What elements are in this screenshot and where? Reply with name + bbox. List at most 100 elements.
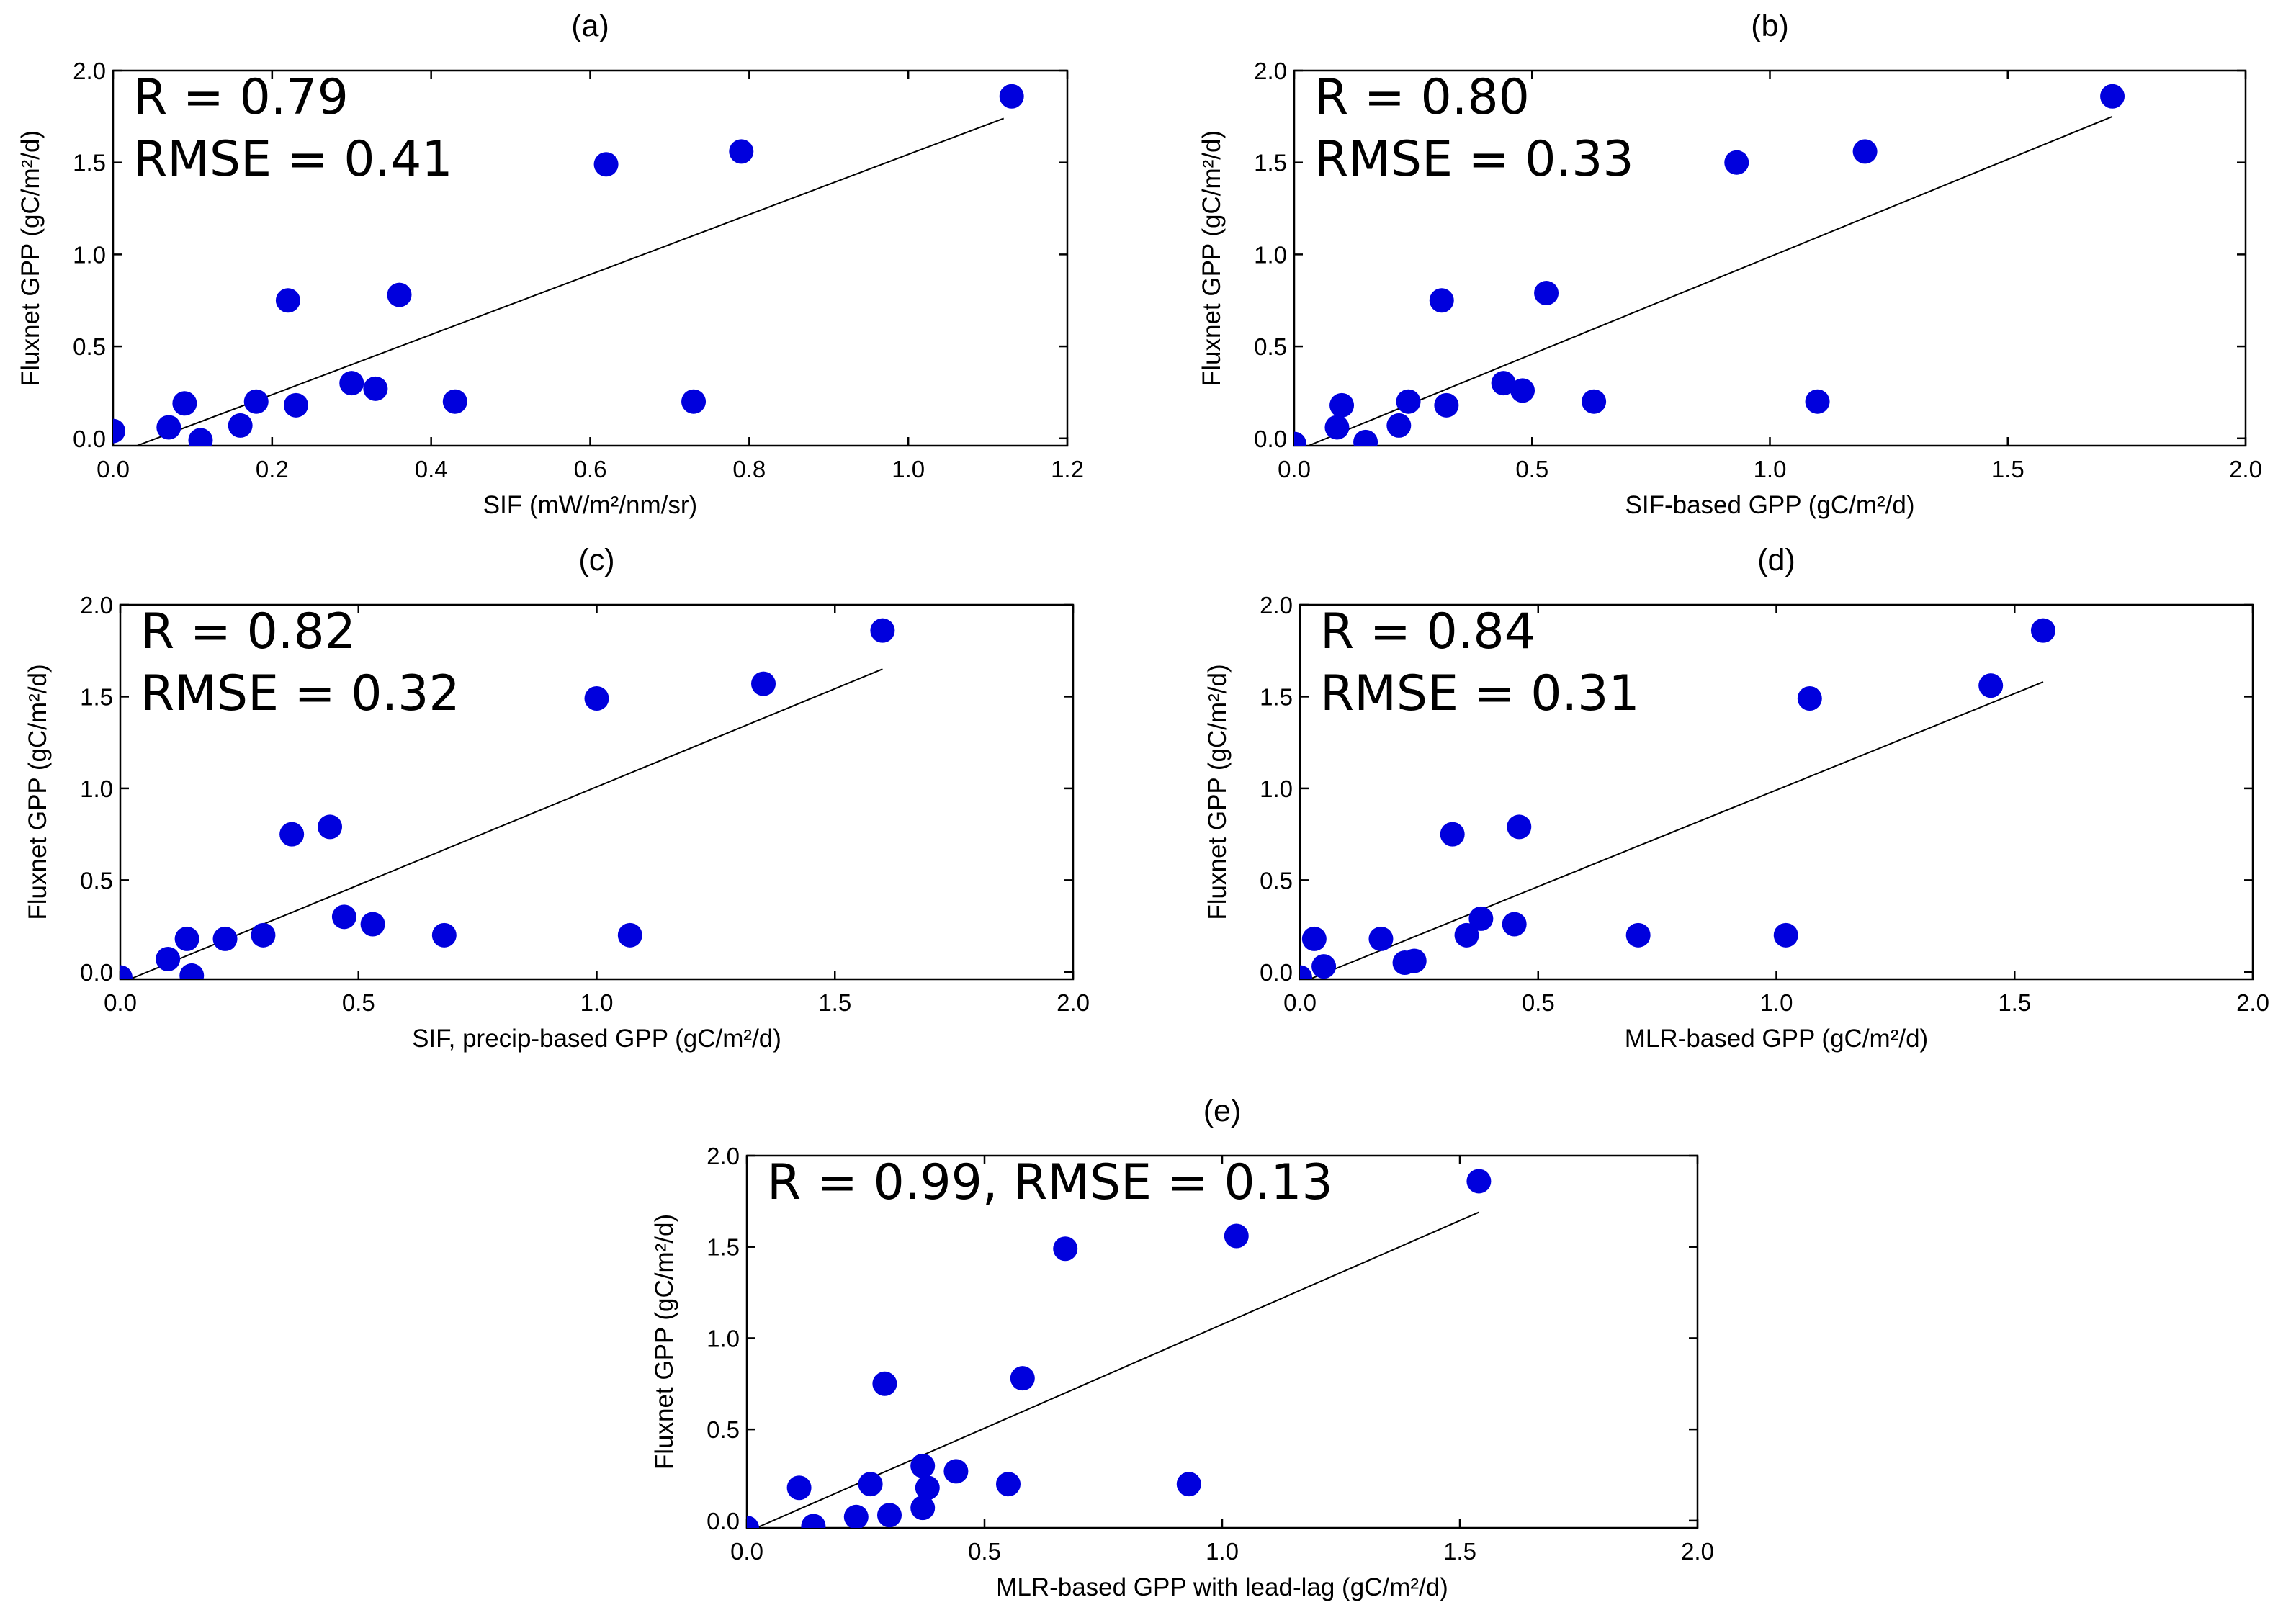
x-tick-label: 0.5 xyxy=(1515,456,1548,482)
x-tick-label: 0.4 xyxy=(415,456,448,482)
data-point xyxy=(1440,822,1465,847)
x-tick-label: 1.0 xyxy=(1206,1538,1239,1565)
x-tick-label: 0.0 xyxy=(730,1538,763,1565)
data-point xyxy=(877,1503,902,1528)
data-point xyxy=(156,415,181,440)
data-point xyxy=(1797,686,1822,711)
y-tick-label: 0.0 xyxy=(707,1508,740,1534)
data-point xyxy=(331,904,356,930)
scatter-panel-4: (d) 0.0 0.5 1.0 1.5 2.0 0.0 0.5 1.0 1.5 2.0 MLR-bas… xyxy=(1203,543,2269,1053)
x-tick-label: 0.0 xyxy=(1278,456,1311,482)
x-tick-label: 0.5 xyxy=(968,1538,1001,1565)
panel-title: (d) xyxy=(1757,543,1795,577)
y-axis-label: Fluxnet GPP (gC/m²/d) xyxy=(650,1214,678,1470)
data-point xyxy=(1329,392,1355,418)
stat-annotation: R = 0.80 xyxy=(1314,69,1530,126)
data-point xyxy=(1294,431,1306,446)
stat-annotation: RMSE = 0.32 xyxy=(140,665,460,722)
scatter-panel-5: (e) 0.0 0.5 1.0 1.5 2.0 0.0 0.5 1.0 1.5 2.0 MLR-bas… xyxy=(650,1094,1714,1601)
x-tick-label: 2.0 xyxy=(1681,1538,1714,1565)
stat-annotation: R = 0.99, RMSE = 0.13 xyxy=(767,1154,1333,1211)
y-tick-label: 0.5 xyxy=(1260,867,1293,894)
data-points xyxy=(120,618,895,979)
data-point xyxy=(387,282,412,307)
x-axis-label: SIF, precip-based GPP (gC/m²/d) xyxy=(412,1025,781,1053)
data-point xyxy=(156,946,181,971)
data-point xyxy=(275,288,300,313)
stat-annotation: RMSE = 0.41 xyxy=(133,131,453,188)
data-point xyxy=(870,618,895,643)
x-tick-label: 1.0 xyxy=(1760,989,1793,1016)
y-tick-label: 0.0 xyxy=(1254,426,1287,452)
data-point xyxy=(360,912,385,937)
y-tick-label: 1.5 xyxy=(707,1234,740,1261)
data-point xyxy=(1805,389,1830,414)
data-point xyxy=(1454,922,1479,948)
data-point xyxy=(1402,948,1427,973)
x-axis-label: SIF (mW/m²/nm/sr) xyxy=(483,491,697,519)
data-point xyxy=(751,671,776,696)
y-tick-label: 1.5 xyxy=(73,150,106,176)
data-point xyxy=(1466,1169,1492,1194)
data-point xyxy=(1176,1472,1201,1497)
data-point xyxy=(1502,912,1527,937)
y-tick-label: 0.0 xyxy=(1260,959,1293,986)
data-points xyxy=(1300,618,2055,979)
data-point xyxy=(1978,673,2004,698)
y-tick-label: 1.5 xyxy=(1260,683,1293,710)
regression-line xyxy=(1308,115,2113,446)
data-point xyxy=(1582,389,1607,414)
x-tick-label: 1.5 xyxy=(1998,989,2031,1016)
y-tick-label: 0.0 xyxy=(73,426,106,452)
data-point xyxy=(431,922,457,948)
y-axis-label: Fluxnet GPP (gC/m²/d) xyxy=(1203,664,1232,919)
data-point xyxy=(212,926,238,951)
y-tick-label: 2.0 xyxy=(1254,58,1287,84)
x-tick-label: 2.0 xyxy=(1057,989,1090,1016)
data-points xyxy=(747,1169,1492,1528)
x-tick-label: 1.0 xyxy=(892,456,925,482)
data-point xyxy=(251,922,276,948)
x-tick-label: 2.0 xyxy=(2229,456,2262,482)
plot-frame xyxy=(1293,69,2247,447)
y-tick-label: 1.0 xyxy=(80,775,113,802)
y-tick-label: 0.5 xyxy=(707,1416,740,1443)
data-point xyxy=(843,1504,869,1528)
x-tick-label: 0.0 xyxy=(97,456,130,482)
y-tick-label: 0.0 xyxy=(80,959,113,986)
x-tick-label: 0.0 xyxy=(104,989,137,1016)
x-axis-label: MLR-based GPP with lead-lag (gC/m²/d) xyxy=(996,1573,1448,1601)
data-point xyxy=(228,413,253,438)
y-axis-label: Fluxnet GPP (gC/m²/d) xyxy=(24,664,52,919)
data-point xyxy=(1224,1223,1249,1249)
data-point xyxy=(1625,922,1651,948)
data-point xyxy=(1507,814,1532,840)
data-point xyxy=(593,152,619,177)
y-axis-label: Fluxnet GPP (gC/m²/d) xyxy=(17,130,45,386)
data-point xyxy=(915,1475,940,1501)
panel-title: (e) xyxy=(1203,1094,1242,1128)
data-point xyxy=(729,139,754,164)
regression-line xyxy=(136,117,1005,446)
data-point xyxy=(279,822,305,847)
data-point xyxy=(999,84,1024,109)
data-point xyxy=(584,686,609,711)
data-point xyxy=(1053,1236,1078,1262)
data-point xyxy=(1396,389,1421,414)
data-point xyxy=(283,392,308,418)
data-point xyxy=(910,1453,936,1478)
y-axis-label: Fluxnet GPP (gC/m²/d) xyxy=(1198,130,1226,386)
x-tick-label: 0.6 xyxy=(574,456,607,482)
data-point xyxy=(872,1371,897,1396)
data-points xyxy=(113,84,1024,446)
data-point xyxy=(1534,281,1559,306)
scatter-panel-3: (c) 0.0 0.5 1.0 1.5 2.0 0.0 0.5 1.0 1.5 2.0 SIF, pr… xyxy=(24,543,1090,1053)
data-points xyxy=(1294,84,2125,446)
y-tick-label: 2.0 xyxy=(1260,592,1293,619)
x-tick-label: 2.0 xyxy=(2236,989,2269,1016)
y-tick-label: 1.0 xyxy=(1260,775,1293,802)
plot-frame xyxy=(1299,603,2254,981)
x-tick-label: 0.0 xyxy=(1283,989,1317,1016)
y-tick-label: 0.5 xyxy=(80,867,113,894)
